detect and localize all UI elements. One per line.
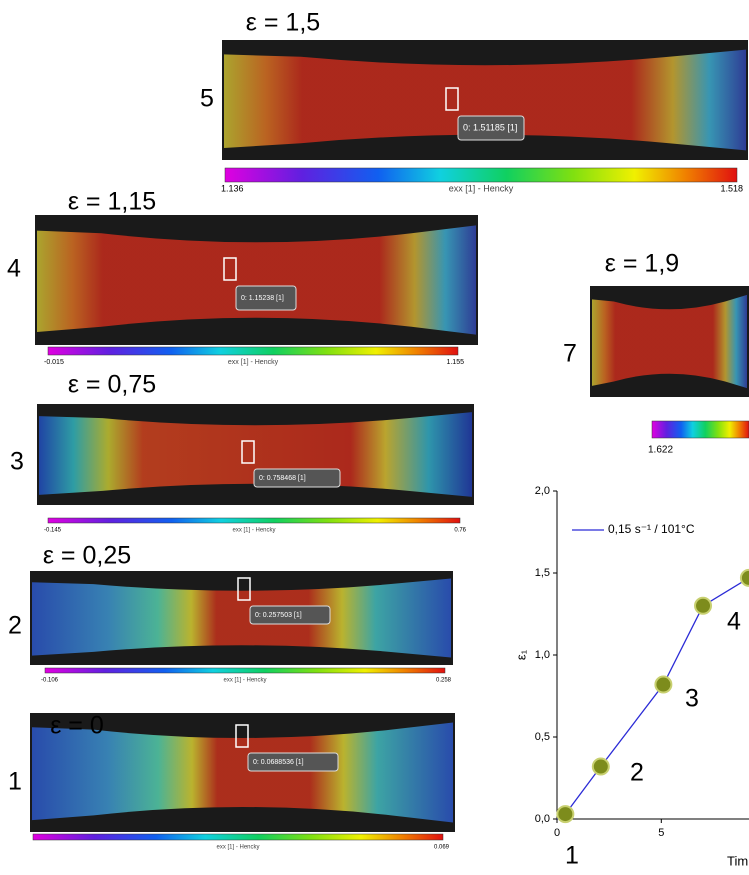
strain-map xyxy=(32,722,453,823)
probe-box xyxy=(235,724,249,748)
strain-panel: ε = 0,25 2 -0.106 exx [1] - Hencky 0.258 0: 0… xyxy=(8,542,453,684)
colorbar-min: -0.015 xyxy=(44,359,64,366)
colorbar-min: 1.136 xyxy=(221,183,244,193)
colorbar xyxy=(44,667,446,674)
y-tick-label: 0,0 xyxy=(535,813,550,825)
x-axis-label: Tim xyxy=(727,853,748,868)
data-point xyxy=(739,568,749,587)
callout-box xyxy=(253,468,341,488)
panel-number: 4 xyxy=(7,255,21,283)
colorbar-label: exx [1] - Hencky xyxy=(449,183,514,193)
colorbar-max: 0.76 xyxy=(454,528,466,534)
data-point xyxy=(654,675,673,694)
strain-panel: ε = 0,75 3 -0.145 exx [1] - Hencky 0.76 0: 0.… xyxy=(10,371,474,534)
colorbar-min: -0.145 xyxy=(44,528,62,534)
strain-panel: ε = 1,9 7 1.622 xyxy=(563,250,749,456)
callout-text: 0: 1.15238 [1] xyxy=(241,295,284,302)
panel-number: 7 xyxy=(563,340,577,368)
callout-box xyxy=(457,115,525,141)
strain-map xyxy=(37,225,476,335)
probe-box xyxy=(223,257,237,281)
callout-box xyxy=(249,605,331,625)
strain-panel: ε = 1,15 4 -0.015 exx [1] - Hencky 1.155 0: 1… xyxy=(7,188,478,366)
panel-number: 5 xyxy=(200,85,214,113)
colorbar-max: 0.258 xyxy=(436,678,452,684)
legend-label: 0,15 s⁻¹ / 101°C xyxy=(608,522,695,536)
strain-label: ε = 0,75 xyxy=(68,371,156,399)
colorbar xyxy=(47,346,459,356)
colorbar-label: exx [1] - Hencky xyxy=(223,678,266,684)
strain-map xyxy=(592,294,747,389)
colorbar xyxy=(32,833,444,841)
callout-text: 0: 0.257503 [1] xyxy=(255,612,302,619)
callout-box xyxy=(247,752,339,772)
point-annotation: 1 xyxy=(565,842,579,870)
x-tick-label: 0 xyxy=(554,827,560,839)
y-tick-label: 1,5 xyxy=(535,567,550,579)
strain-panel: ε = 0 1 exx [1] - Hencky 0.069 0: 0.0688536 … xyxy=(8,712,455,851)
strain-map xyxy=(39,412,472,497)
point-annotation: 3 xyxy=(685,685,699,713)
colorbar xyxy=(47,517,461,524)
colorbar-label: exx [1] - Hencky xyxy=(216,845,259,851)
callout-box xyxy=(235,285,297,311)
colorbar-label: exx [1] - Hencky xyxy=(228,359,279,366)
point-annotation: 2 xyxy=(630,759,644,787)
strain-label: ε = 1,9 xyxy=(605,250,679,278)
colorbar-min: 1.622 xyxy=(648,445,673,456)
colorbar-min: -0.106 xyxy=(41,678,59,684)
callout-text: 0: 0.758468 [1] xyxy=(259,475,306,482)
point-annotation: 4 xyxy=(727,608,741,636)
y-axis-label: ε₁ xyxy=(513,649,528,660)
callout-text: 0: 0.0688536 [1] xyxy=(253,759,304,766)
callout-text: 0: 1.51185 [1] xyxy=(463,122,517,132)
colorbar-label: exx [1] - Hencky xyxy=(232,528,275,534)
strain-label: ε = 1,15 xyxy=(68,188,156,216)
colorbar-max: 0.069 xyxy=(434,845,450,851)
colorbar xyxy=(651,420,749,439)
y-tick-label: 1,0 xyxy=(535,649,550,661)
probe-box xyxy=(241,440,255,464)
colorbar-max: 1.518 xyxy=(720,183,743,193)
strain-label: ε = 0 xyxy=(50,712,104,740)
x-tick-label: 5 xyxy=(658,827,664,839)
probe-box xyxy=(237,577,251,601)
colorbar-max: 1.155 xyxy=(446,359,464,366)
plot-area xyxy=(556,568,749,824)
strain-label: ε = 0,25 xyxy=(43,542,131,570)
y-tick-label: 2,0 xyxy=(535,485,550,497)
data-point xyxy=(591,757,610,776)
data-point xyxy=(694,596,713,615)
data-point xyxy=(556,805,575,824)
panel-number: 2 xyxy=(8,612,22,640)
panel-number: 1 xyxy=(8,768,22,796)
strain-label: ε = 1,5 xyxy=(246,9,320,37)
strain-panel: ε = 1,5 5 1.136 exx [1] - Hencky 1.518 0: 1.5… xyxy=(200,9,748,193)
colorbar xyxy=(224,167,738,183)
strain-map xyxy=(224,49,746,151)
panel-number: 3 xyxy=(10,448,24,476)
y-tick-label: 0,5 xyxy=(535,731,550,743)
series-line xyxy=(556,576,749,820)
probe-box xyxy=(445,87,459,111)
strain-map xyxy=(32,578,451,658)
